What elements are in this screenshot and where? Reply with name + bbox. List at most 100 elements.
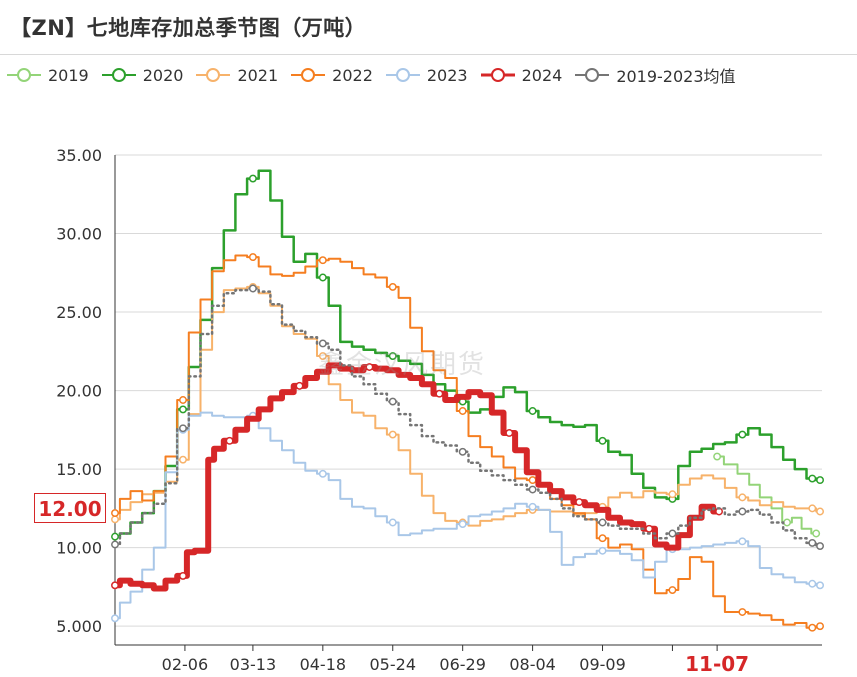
legend-line-marker-icon — [385, 68, 420, 82]
series-point-5-24 — [365, 363, 374, 371]
legend-line-marker-icon — [196, 68, 231, 82]
legend-line-marker-icon — [101, 68, 136, 82]
legend-item-5[interactable]: 2024 — [480, 65, 563, 85]
legend-item-4[interactable]: 2023 — [385, 66, 468, 85]
series-point-0-6 — [783, 518, 791, 527]
legend-item-0[interactable]: 2019 — [6, 66, 89, 85]
series-point-4-0 — [111, 614, 119, 623]
legend-label: 2022 — [332, 65, 373, 85]
series-point-5-6 — [179, 571, 187, 580]
x-tick-label-3: 05-24 — [370, 655, 417, 674]
series-point-4-42 — [598, 546, 607, 555]
x-tick-label-2: 04-18 — [300, 655, 347, 674]
x-tick-label-4: 06-29 — [439, 655, 486, 674]
series-line-5 — [112, 362, 723, 592]
series-point-6-18 — [318, 339, 327, 348]
series-point-6-42 — [598, 518, 607, 527]
series-point-2-24 — [388, 430, 397, 439]
series-point-1-36 — [528, 407, 537, 415]
legend-label: 2021 — [237, 65, 279, 85]
x-tick-label-5: 08-04 — [509, 655, 556, 674]
series-point-6-6 — [179, 424, 187, 433]
legend-line-marker-icon — [7, 68, 41, 82]
series-point-3-18 — [318, 256, 327, 265]
series-point-5-30 — [435, 389, 444, 398]
series-line-1 — [113, 169, 822, 538]
series-point-1-61 — [816, 476, 825, 485]
chart-legend: 2019 2020 2021 2022 2023 2024 2019-2023均值 — [6, 61, 748, 89]
legend-line-marker-icon — [480, 68, 515, 82]
series-point-1-42 — [598, 436, 607, 445]
legend-item-1[interactable]: 2020 — [101, 65, 184, 85]
series-point-4-54 — [738, 537, 747, 546]
x-tick-label-0: 02-06 — [162, 655, 209, 674]
series-point-2-18 — [318, 352, 327, 360]
series-point-0-9 — [812, 529, 821, 538]
series-point-5-48 — [645, 524, 654, 533]
series-point-6-0 — [111, 540, 119, 549]
series-point-3-30 — [458, 407, 467, 415]
x-tick-label-6: 09-09 — [579, 655, 626, 674]
series-point-6-12 — [248, 284, 257, 293]
series-point-3-54 — [738, 608, 747, 616]
series-point-3-24 — [388, 282, 397, 291]
series-point-5-12 — [225, 436, 234, 445]
series-point-6-48 — [668, 529, 677, 538]
series-point-6-54 — [738, 507, 747, 516]
watermark: 鑫金汉风期货 — [318, 350, 487, 380]
series-point-1-60 — [808, 474, 817, 483]
y-tick-label-3: 20.00 — [56, 382, 102, 401]
series-point-4-61 — [816, 581, 825, 590]
series-point-2-61 — [816, 507, 825, 516]
legend-item-2[interactable]: 2021 — [195, 66, 278, 85]
series-point-5-0 — [111, 581, 119, 590]
series-point-0-0 — [713, 452, 722, 461]
series-point-6-61 — [816, 542, 825, 551]
series-point-6-24 — [388, 397, 397, 406]
series-point-4-18 — [318, 469, 327, 478]
series-point-3-0 — [111, 509, 119, 518]
y-tick-label-4: 15.00 — [56, 460, 102, 479]
y-tick-label-5: 10.00 — [56, 539, 102, 558]
legend-label: 2020 — [142, 65, 184, 85]
current-value-badge: 12.00 — [34, 493, 106, 523]
legend-line-marker-icon — [575, 68, 610, 82]
series-point-3-36 — [528, 476, 537, 485]
series-point-3-12 — [248, 253, 257, 262]
series-point-5-36 — [505, 429, 514, 437]
series-point-1-18 — [318, 273, 327, 282]
series-point-4-24 — [388, 518, 397, 527]
y-tick-label-1: 30.00 — [56, 225, 102, 244]
legend-label: 2023 — [426, 65, 468, 85]
series-point-1-12 — [248, 174, 257, 183]
legend-label: 2019 — [48, 65, 89, 85]
series-point-3-60 — [808, 623, 817, 632]
series-point-6-60 — [808, 538, 817, 547]
series-point-3-48 — [668, 586, 677, 594]
legend-line-marker-icon — [291, 68, 326, 82]
legend-label: 2019-2023均值 — [616, 67, 736, 86]
series-point-2-60 — [808, 504, 817, 513]
series-point-4-36 — [528, 502, 537, 511]
series-point-5-18 — [295, 381, 304, 390]
series-point-1-54 — [738, 430, 747, 439]
series-point-4-30 — [458, 520, 467, 529]
x-tick-label-1: 03-13 — [230, 655, 277, 674]
series-point-2-0 — [111, 515, 119, 524]
y-tick-label-0: 35.00 — [56, 146, 102, 165]
series-point-2-48 — [668, 490, 677, 499]
series-line-3 — [114, 254, 822, 629]
series-point-3-6 — [179, 396, 187, 404]
series-point-3-61 — [816, 622, 825, 631]
series-point-6-30 — [458, 447, 467, 456]
legend-label: 2024 — [521, 65, 563, 85]
series-point-1-6 — [179, 405, 187, 414]
series-point-4-60 — [808, 579, 817, 588]
y-tick-label-6: 5.000 — [56, 617, 102, 636]
x-tick-label-8: 11-07 — [685, 652, 749, 676]
series-point-1-24 — [388, 352, 397, 360]
legend-item-6[interactable]: 2019-2023均值 — [574, 63, 736, 87]
legend-item-3[interactable]: 2022 — [290, 66, 373, 85]
series-point-3-42 — [598, 534, 607, 543]
